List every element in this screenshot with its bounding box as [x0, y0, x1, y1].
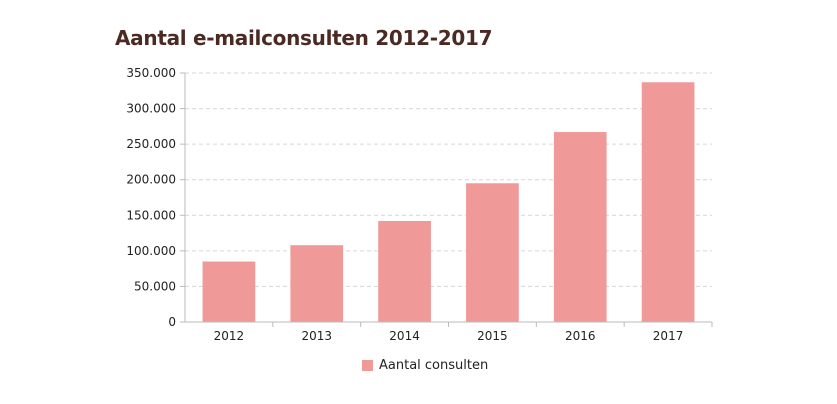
x-tick-label: 2017	[653, 329, 684, 343]
y-tick-label: 100.000	[126, 244, 176, 258]
y-tick-label: 350.000	[126, 66, 176, 80]
gridlines	[185, 72, 712, 287]
y-tick-label: 0	[168, 315, 176, 329]
bar-2017	[641, 82, 695, 323]
y-tick-label: 150.000	[126, 208, 176, 222]
bar-2014	[378, 220, 431, 322]
y-tick-label: 50.000	[134, 279, 176, 293]
x-tick-labels: 2012 2013 2014 2015 2016 2017	[214, 329, 684, 343]
axes	[180, 72, 713, 327]
y-tick-label: 200.000	[126, 173, 176, 187]
bar-2013	[290, 245, 344, 322]
x-tick-label: 2016	[565, 329, 596, 343]
y-tick-label: 250.000	[126, 137, 176, 151]
x-tick-label: 2015	[477, 329, 508, 343]
bar-2016	[553, 132, 607, 322]
bar-2015	[466, 183, 519, 322]
bar-2012	[202, 261, 256, 322]
chart-title: Aantal e-mailconsulten 2012-2017	[115, 26, 493, 50]
y-tick-label: 300.000	[126, 102, 176, 116]
legend-swatch	[362, 360, 373, 371]
legend-label: Aantal consulten	[379, 358, 489, 373]
bars	[202, 82, 695, 323]
x-tick-label: 2013	[301, 329, 332, 343]
x-tick-label: 2014	[389, 329, 420, 343]
legend: Aantal consulten	[362, 358, 488, 373]
y-tick-labels: 0 50.000 100.000 150.000 200.000 250.000 300.0…	[126, 66, 176, 329]
x-tick-label: 2012	[214, 329, 245, 343]
